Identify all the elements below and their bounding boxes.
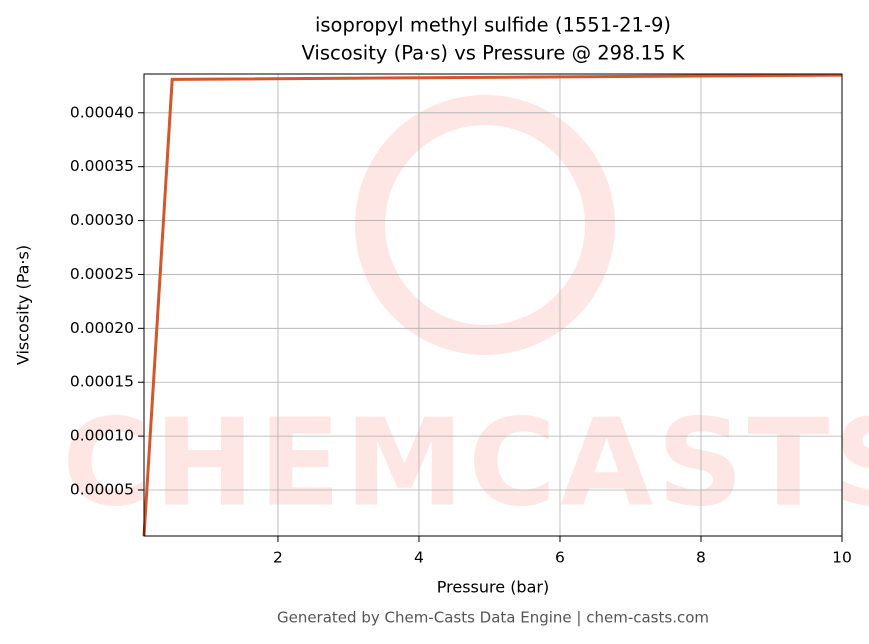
watermark-group: CHEMCASTS [62,95,869,534]
chart-subtitle: Viscosity (Pa·s) vs Pressure @ 298.15 K [302,42,686,65]
y-tick-label: 0.00035 [70,157,134,175]
watermark: CHEMCASTS [62,395,869,534]
footer: Generated by Chem-Casts Data Engine | ch… [277,609,709,627]
x-tick-label: 10 [832,549,852,567]
x-tick-label: 8 [696,549,706,567]
plot-frame [143,73,843,537]
x-tick-label: 2 [273,549,283,567]
x-tick-label: 6 [555,549,565,567]
x-axis-label: Pressure (bar) [437,578,549,597]
y-tick-label: 0.00030 [70,211,134,229]
y-tick-label: 0.00015 [70,373,134,391]
y-axis-label: Viscosity (Pa·s) [14,245,33,365]
y-tick-label: 0.00040 [70,103,134,121]
chart-title: isopropyl methyl sulfide (1551-21-9) [315,14,671,37]
data-line [142,73,843,537]
y-tick-label: 0.00010 [70,427,134,445]
watermark-logo [355,95,615,355]
y-tick-label: 0.00020 [70,319,134,337]
y-tick-label: 0.00005 [70,480,134,498]
y-tick-label: 0.00025 [70,265,134,283]
x-tick-label: 4 [414,549,424,567]
